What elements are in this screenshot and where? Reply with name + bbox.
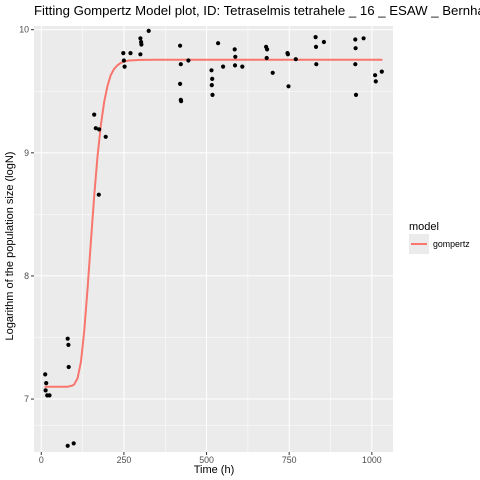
data-point [65, 443, 70, 448]
data-point [270, 70, 275, 75]
data-point [209, 68, 214, 73]
data-point [178, 62, 183, 67]
x-axis-title: Time (h) [194, 464, 235, 476]
data-point [353, 46, 358, 51]
data-point [97, 127, 102, 132]
x-tick-label: 500 [199, 455, 214, 465]
data-point [71, 441, 76, 446]
y-axis-title: Logarithm of the population size (logN) [4, 152, 16, 341]
data-point [121, 58, 126, 63]
data-point [43, 372, 48, 377]
data-point [314, 62, 319, 67]
data-point [65, 336, 70, 341]
chart-title: Fitting Gompertz Model plot, ID: Tetrase… [34, 3, 480, 18]
fit-layer [44, 58, 383, 388]
data-point [353, 92, 359, 97]
data-point [210, 76, 215, 81]
data-point [66, 364, 71, 370]
data-point [121, 51, 126, 56]
data-point [233, 54, 238, 59]
y-tick-label: 10 [19, 25, 29, 35]
data-point [232, 47, 237, 52]
data-point [44, 381, 49, 386]
data-point [178, 97, 183, 102]
data-point [96, 192, 101, 197]
data-point [66, 342, 71, 347]
x-tick-label: 0 [39, 455, 44, 465]
data-point [373, 73, 378, 78]
x-tick-label: 250 [117, 455, 132, 465]
data-point [264, 55, 269, 61]
y-tick-label: 9 [24, 148, 29, 158]
data-point [293, 57, 298, 62]
plot-panel [34, 26, 393, 452]
data-point [353, 37, 358, 42]
y-tick-label: 8 [24, 271, 29, 281]
y-axis: 7 8 9 10 [19, 25, 34, 404]
data-point [103, 134, 108, 139]
data-point [128, 51, 133, 56]
data-point [186, 58, 191, 63]
data-point [43, 388, 48, 393]
data-point [216, 41, 221, 46]
data-point [313, 35, 318, 40]
grid-minor [34, 26, 393, 452]
data-point [47, 393, 52, 398]
data-point [178, 43, 183, 48]
x-axis: 0 250 500 750 1000 [39, 452, 382, 465]
data-point [373, 79, 378, 84]
data-point [240, 64, 245, 69]
x-tick-label: 1000 [362, 455, 382, 465]
data-point [210, 92, 215, 97]
data-point [232, 63, 238, 68]
x-tick-label: 750 [282, 455, 297, 465]
data-point [221, 64, 226, 69]
data-point [92, 112, 97, 117]
data-point [379, 69, 384, 74]
data-point [353, 62, 358, 67]
data-point [146, 28, 151, 33]
data-point [122, 64, 127, 69]
fit-line-gompertz [44, 58, 383, 388]
data-point [138, 36, 143, 41]
data-point [138, 52, 143, 57]
legend: model gompertz [409, 221, 470, 254]
data-point [285, 52, 290, 57]
data-point [265, 47, 270, 52]
y-tick-label: 7 [24, 394, 29, 404]
points-layer [43, 28, 384, 448]
data-point [139, 42, 144, 47]
data-point [286, 84, 291, 89]
data-point [178, 81, 183, 86]
grid-major [34, 26, 393, 452]
data-point [361, 36, 366, 41]
data-point [313, 44, 319, 50]
legend-title: model [409, 221, 439, 233]
data-point [321, 39, 326, 45]
data-point [209, 83, 214, 88]
legend-label: gompertz [433, 239, 470, 249]
data-point [93, 126, 98, 131]
